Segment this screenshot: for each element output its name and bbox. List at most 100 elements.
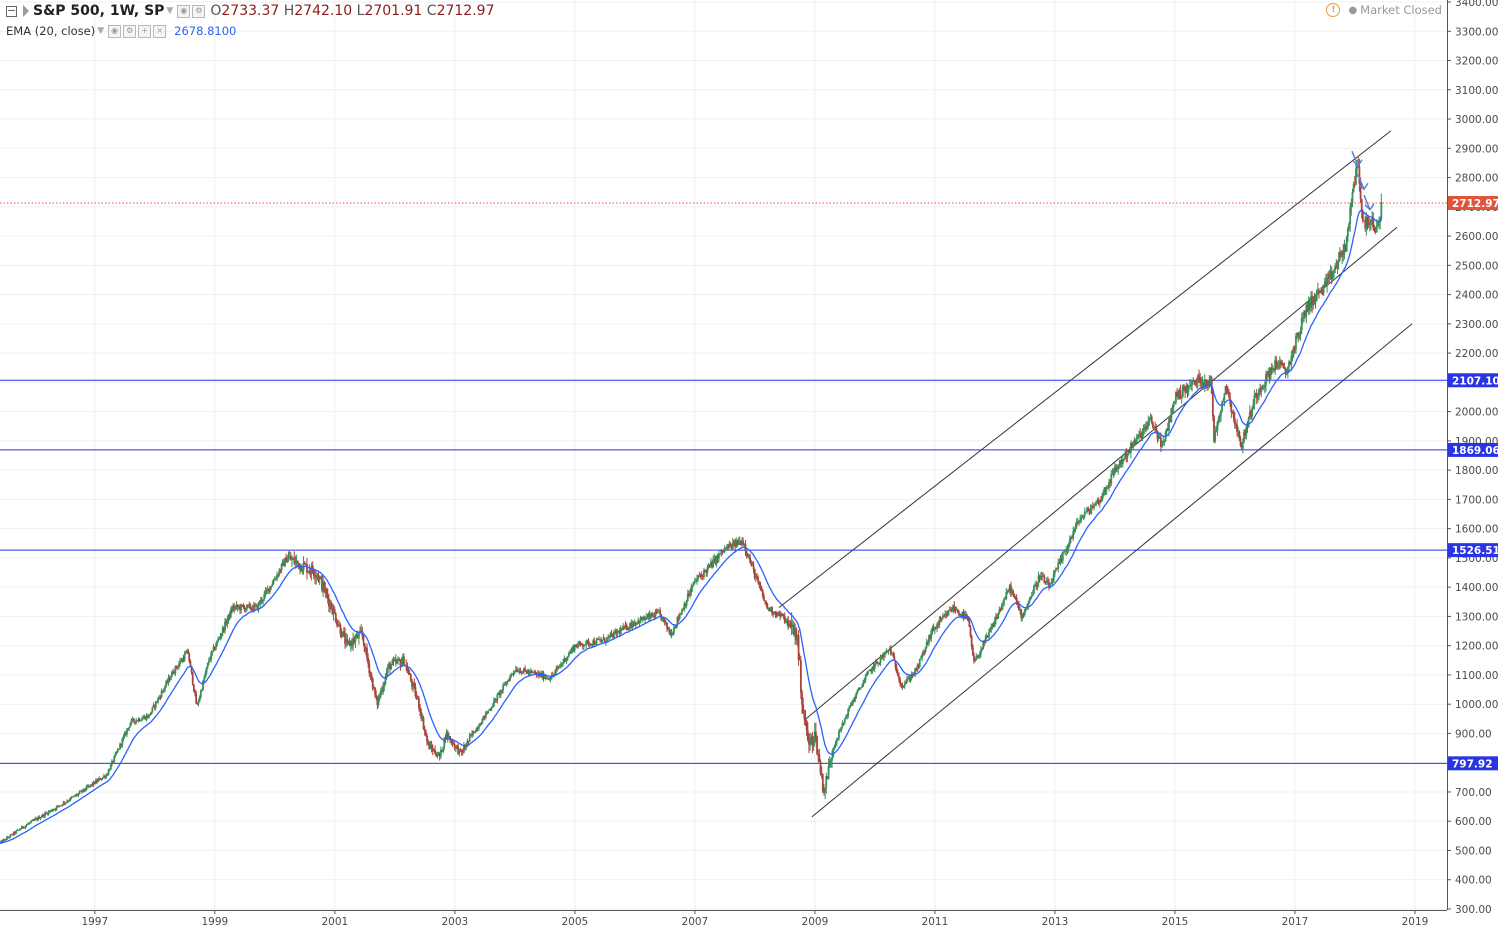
candle-body — [126, 729, 128, 735]
candle-body — [1303, 311, 1305, 318]
candle-body — [1157, 436, 1160, 439]
candle-body — [87, 785, 90, 787]
price-axis[interactable] — [1447, 0, 1500, 933]
candle-body — [1072, 531, 1075, 539]
price-tick-label: 1000.00 — [1455, 699, 1498, 711]
low-value: 2701.91 — [364, 3, 423, 19]
eye-icon[interactable]: ◉ — [108, 24, 122, 38]
candle-body — [391, 660, 394, 666]
candle-body — [856, 690, 859, 694]
candle-body — [355, 634, 358, 638]
candle-body — [1315, 291, 1318, 302]
candle-body — [1373, 228, 1376, 231]
candle-body — [161, 690, 164, 692]
time-tick-label: 2015 — [1162, 916, 1189, 928]
candle-body — [921, 654, 923, 659]
candle-body — [1337, 259, 1340, 263]
candle-body — [653, 615, 656, 618]
symbol-legend[interactable]: S&P 500, 1W, SP ▼ ◉ ⚙ O2733.37 H2742.10 L… — [6, 3, 494, 19]
candle-body — [286, 560, 289, 563]
price-tick-label: 2300.00 — [1455, 319, 1498, 331]
candle-body — [309, 571, 312, 574]
candle-body — [760, 589, 763, 591]
candle-body — [804, 719, 807, 721]
settings-icon[interactable]: ⚙ — [123, 24, 137, 38]
candle-body — [322, 581, 325, 591]
time-tick-label: 2013 — [1042, 916, 1069, 928]
candle-body — [668, 629, 671, 633]
candle-body — [262, 599, 265, 602]
candle-body — [1029, 596, 1032, 600]
flag-icon[interactable] — [23, 5, 29, 17]
candle-body — [1252, 404, 1255, 409]
candle-body — [928, 635, 930, 644]
collapse-icon[interactable] — [6, 5, 17, 17]
time-tick-label: 2001 — [321, 916, 348, 928]
candle-body — [45, 813, 48, 814]
candle-body — [1088, 510, 1091, 514]
candle-body — [689, 592, 691, 596]
candle-body — [165, 681, 168, 687]
candle-body — [1231, 412, 1234, 413]
chevron-down-icon[interactable]: ▼ — [166, 6, 174, 16]
market-status[interactable]: ! ● Market Closed — [1326, 3, 1442, 17]
add-icon[interactable]: + — [138, 24, 152, 38]
candle-body — [576, 646, 578, 648]
arrow-marker — [1363, 194, 1371, 211]
candle-body — [733, 540, 735, 543]
candle-body — [456, 745, 458, 747]
candle-body — [505, 681, 508, 686]
time-axis[interactable] — [0, 910, 1500, 933]
candle-body — [1331, 273, 1334, 280]
candle-body — [1169, 418, 1172, 423]
candle-body — [803, 713, 806, 720]
candle-body — [606, 637, 608, 642]
candle-body — [1246, 426, 1249, 428]
candle-body — [214, 645, 217, 650]
price-tick-label: 3000.00 — [1455, 114, 1498, 126]
candle-body — [783, 615, 786, 623]
candle-body — [638, 620, 641, 624]
candle-body — [996, 616, 998, 619]
candle-body — [213, 646, 216, 650]
candle-body — [756, 575, 758, 578]
candle-body — [96, 780, 98, 782]
candle-body — [1195, 381, 1198, 384]
candle-body — [1053, 570, 1056, 575]
candle-body — [471, 734, 473, 736]
horizontal-levels[interactable] — [0, 379, 1447, 764]
candle-body — [1021, 613, 1024, 618]
candle-body — [408, 673, 411, 675]
candle-body — [677, 617, 680, 619]
trend-channels[interactable] — [778, 130, 1413, 818]
candle-body — [475, 727, 478, 732]
settings-icon[interactable]: ⚙ — [192, 4, 206, 18]
candle-body — [1041, 575, 1043, 578]
candle-body — [793, 624, 795, 636]
candle-body — [548, 678, 551, 680]
candle-body — [853, 700, 855, 701]
candle-body — [666, 622, 668, 629]
candle-body — [729, 544, 732, 546]
indicator-legend[interactable]: EMA (20, close) ▼ ◉ ⚙ + × 2678.8100 — [6, 24, 236, 38]
candle-body — [534, 672, 537, 674]
candle-body — [984, 637, 987, 644]
candle-body — [199, 690, 202, 698]
candle-body — [491, 706, 494, 708]
candle-body — [1263, 385, 1266, 388]
eye-icon[interactable]: ◉ — [177, 4, 191, 18]
price-tick-label: 1700.00 — [1455, 494, 1498, 506]
candle-body — [1078, 521, 1080, 523]
candle-body — [152, 705, 155, 708]
candle-body — [172, 671, 175, 674]
candle-body — [336, 622, 338, 625]
chevron-down-icon[interactable]: ▼ — [97, 26, 105, 36]
candle-body — [426, 735, 428, 742]
candle-body — [509, 676, 511, 681]
close-icon[interactable]: × — [153, 24, 167, 38]
candle-body — [814, 731, 817, 736]
candle-body — [356, 634, 359, 639]
candle-body — [1150, 416, 1153, 423]
candle-body — [225, 621, 228, 625]
